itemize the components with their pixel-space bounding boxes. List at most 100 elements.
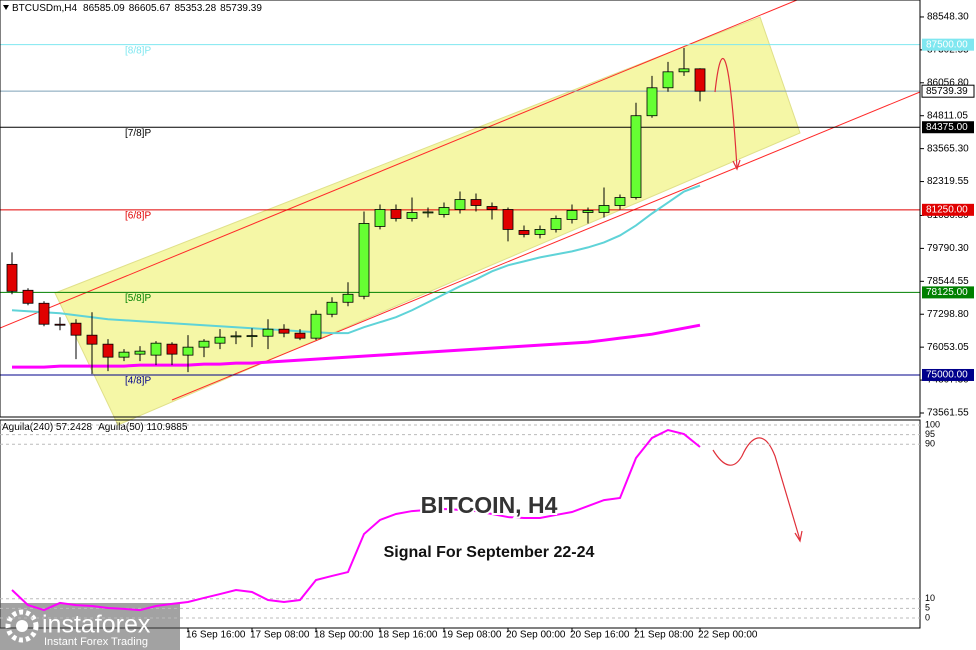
level-label: [4/8]P <box>125 376 151 387</box>
candle-body <box>566 210 578 220</box>
candle-body <box>662 71 674 89</box>
price-box-label: 85739.39 <box>926 86 968 97</box>
candle-body <box>454 199 466 210</box>
y-tick-label: 100 <box>925 419 940 429</box>
logo-bg <box>0 603 180 650</box>
y-tick-label: 95 <box>925 429 935 439</box>
price-axis: 88548.3087302.5586056.8084811.0583565.30… <box>920 12 975 419</box>
candle-body <box>246 335 258 338</box>
x-tick-label: 18 Sep 00:00 <box>314 630 374 641</box>
candle-body <box>502 209 514 230</box>
level-price-label: 78125.00 <box>926 287 968 298</box>
channel-upper <box>0 0 798 329</box>
level-price-box <box>922 203 974 216</box>
chart-header: BTCUSDm,H4 86585.09 86605.67 85353.28 85739.… <box>12 3 262 14</box>
candle-body <box>70 322 82 336</box>
candle-body <box>406 212 418 219</box>
main-frame <box>0 0 921 418</box>
header-close: 85739.39 <box>220 3 262 14</box>
level-price-label: 87500.00 <box>926 39 968 50</box>
header-high: 86605.67 <box>129 3 171 14</box>
level-label: [6/8]P <box>125 210 151 221</box>
level-label: [8/8]P <box>125 45 151 56</box>
y-tick-label: 77298.80 <box>927 309 969 320</box>
indicator-frame <box>0 419 921 629</box>
y-tick-label: 79790.30 <box>927 243 969 254</box>
candle-body <box>678 68 690 73</box>
candle-body <box>182 346 194 356</box>
arrow-head <box>732 159 741 171</box>
symbol: BTCUSDm,H4 <box>12 3 77 14</box>
candle-body <box>358 223 370 297</box>
candle-body <box>518 230 530 235</box>
candle-body <box>102 343 114 358</box>
candle-body <box>310 313 322 339</box>
candle-body <box>214 336 226 344</box>
candle-body <box>582 210 594 213</box>
candle-body <box>646 87 658 117</box>
candle-body <box>694 68 706 92</box>
y-tick-label: 84811.05 <box>927 110 968 121</box>
logo-gear <box>5 609 39 643</box>
moving-average <box>11 184 701 335</box>
candle-body <box>438 207 450 215</box>
level-price-box <box>922 368 974 381</box>
candle-body <box>38 302 50 325</box>
candle-body <box>326 301 338 315</box>
y-tick-label: 76053.05 <box>927 342 969 353</box>
y-tick-label: 73561.55 <box>927 408 969 419</box>
candle-body <box>486 206 498 210</box>
candle-body <box>422 211 434 214</box>
candle-body <box>134 350 146 355</box>
candle-body <box>22 289 34 304</box>
header-low: 85353.28 <box>174 3 216 14</box>
y-tick-label: 86056.80 <box>927 77 969 88</box>
candle-body <box>390 209 402 219</box>
moving-average <box>12 323 701 369</box>
symbol-icon <box>3 5 9 10</box>
x-tick-label: 17 Sep 08:00 <box>250 630 310 641</box>
overlay-title: BITCOIN, H4 <box>421 492 558 518</box>
level-price-box <box>922 121 974 134</box>
candle-body <box>630 115 642 198</box>
level-price-box <box>922 286 974 299</box>
logo-tagline: Instant Forex Trading <box>44 636 148 648</box>
candle-body <box>598 205 610 213</box>
y-tick-label: 88548.30 <box>927 12 969 23</box>
level-price-label: 84375.00 <box>926 122 968 133</box>
y-tick-label: 5 <box>925 603 930 613</box>
candle-body <box>374 209 386 227</box>
candle-body <box>294 332 306 339</box>
candle-body <box>198 340 210 348</box>
candle-body <box>278 328 290 334</box>
x-tick-label: 20 Sep 00:00 <box>506 630 566 641</box>
y-tick-label: 10 <box>925 593 935 603</box>
candle-body <box>54 323 66 326</box>
candle-body <box>534 229 546 235</box>
logo: instaforex Instant Forex Trading <box>0 603 180 650</box>
level-price-label: 75000.00 <box>926 370 968 381</box>
y-tick-label: 78544.55 <box>927 276 969 287</box>
channel-fill <box>54 16 801 426</box>
candle-body <box>614 197 626 206</box>
forecast-arrow <box>714 58 738 169</box>
header-open: 86585.09 <box>83 3 125 14</box>
level-price-label: 81250.00 <box>926 204 968 215</box>
logo-brand: instaforex <box>42 611 151 639</box>
indicator-line <box>11 428 701 612</box>
candle-body <box>118 351 130 358</box>
candle-body <box>166 343 178 355</box>
candle-body <box>470 199 482 206</box>
level-label: [5/8]P <box>125 293 151 304</box>
channel-lower <box>171 91 921 401</box>
candle-body <box>86 334 98 345</box>
candle-body <box>342 293 354 303</box>
x-tick-label: 20 Sep 16:00 <box>570 630 630 641</box>
level-price-box <box>922 38 974 51</box>
y-tick-label: 82319.55 <box>927 176 969 187</box>
legend-entry: Aguila(240) 57.2428 <box>2 422 93 433</box>
candle-body <box>262 328 274 337</box>
candle-body <box>150 342 162 356</box>
plot-area: [8/8]P [7/8]P [6/8]P [5/8]P [4/8]P <box>0 44 920 387</box>
